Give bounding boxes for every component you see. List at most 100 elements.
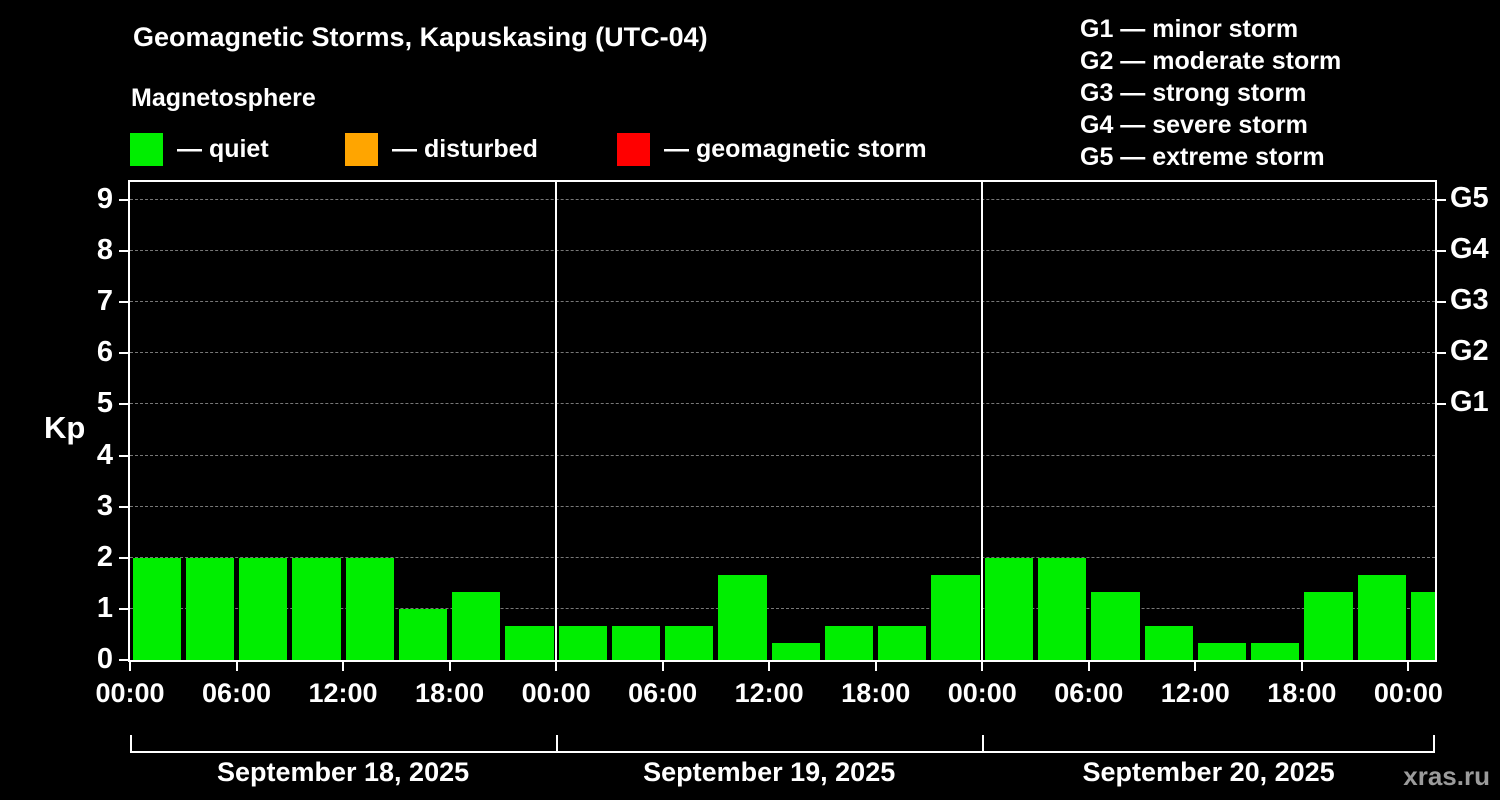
gridline-kp-1 [130, 607, 1435, 609]
date-bracket-tick-3 [982, 735, 985, 753]
g-tick-label: G1 [1450, 386, 1489, 419]
kp-bar [398, 608, 448, 660]
legend-item-quiet: — quiet [130, 132, 269, 166]
y-tick-label: 3 [96, 489, 113, 522]
disturbed-color-swatch-icon [345, 132, 378, 166]
kp-bar [1251, 643, 1300, 660]
kp-bar [292, 557, 341, 660]
kp-bar [611, 625, 661, 660]
y-axis-tick [119, 352, 128, 355]
day-separator-line-2 [981, 182, 984, 660]
x-axis-tick [1300, 662, 1303, 671]
y-tick-label: 4 [96, 438, 113, 471]
date-label-1: September 18, 2025 [216, 757, 470, 787]
day-separator-line-1 [555, 182, 558, 660]
gridline-kp-9 [130, 198, 1435, 200]
chart-title: Geomagnetic Storms, Kapuskasing (UTC-04) [133, 22, 708, 52]
x-axis-tick [129, 662, 131, 671]
gridline-kp-4 [130, 454, 1435, 456]
y-tick-label: 7 [96, 285, 113, 318]
date-bracket-line [130, 751, 1435, 753]
date-label-2: September 19, 2025 [643, 757, 896, 787]
g-scale-legend: G1 — minor storm G2 — moderate storm G3 — … [1080, 13, 1341, 173]
kp-bar [1410, 592, 1435, 660]
y-axis-tick [119, 607, 128, 610]
y-tick-label: 2 [96, 540, 113, 573]
x-axis-tick [1194, 662, 1197, 671]
gridline-kp-8 [130, 250, 1435, 252]
x-tick-label: 06:00 [1054, 678, 1124, 708]
kp-bar [931, 574, 980, 660]
kp-bar [1038, 557, 1087, 660]
g-scale-legend-line-5: G5 — extreme storm [1080, 143, 1325, 171]
x-axis-tick [768, 662, 771, 671]
y-tick-label: 0 [96, 643, 113, 675]
x-axis-tick [1087, 662, 1090, 671]
kp-bar [665, 625, 714, 660]
date-bracket-tick-1 [130, 735, 132, 753]
y-tick-label: 1 [96, 591, 113, 624]
x-axis-tick [981, 662, 984, 671]
x-tick-label: 12:00 [308, 678, 378, 708]
x-axis-tick [555, 662, 558, 671]
kp-bar [558, 625, 607, 660]
g-tick-label: G2 [1450, 335, 1489, 368]
x-tick-label: 12:00 [1160, 678, 1230, 708]
y-axis-tick [119, 250, 128, 253]
g-tick-label: G4 [1450, 233, 1489, 266]
g-scale-legend-line-4: G4 — severe storm [1080, 111, 1308, 139]
g-axis-tick [1437, 352, 1446, 355]
kp-bar [185, 557, 234, 660]
x-axis-tick [235, 662, 238, 671]
legend-label: — geomagnetic storm [664, 134, 927, 163]
legend-label: — disturbed [392, 134, 538, 163]
x-axis-tick [342, 662, 345, 671]
x-tick-label: 12:00 [734, 678, 804, 708]
kp-bar [1304, 592, 1353, 660]
x-tick-label: 06:00 [201, 678, 272, 708]
date-bracket-tick-2 [556, 735, 559, 753]
kp-bar [718, 574, 767, 660]
g-tick-label: G3 [1450, 284, 1489, 317]
g-scale-legend-line-2: G2 — moderate storm [1080, 47, 1342, 75]
plot-area [128, 180, 1437, 662]
y-axis-tick [119, 556, 128, 559]
kp-bar [345, 557, 394, 660]
x-tick-label: 18:00 [1267, 678, 1337, 708]
kp-bar [1197, 643, 1247, 660]
x-tick-label: 00:00 [947, 678, 1017, 708]
watermark-link[interactable]: xras.ru [1403, 761, 1490, 791]
gridline-kp-2 [130, 556, 1435, 558]
kp-bar [1091, 592, 1140, 660]
kp-bar [239, 557, 288, 660]
y-tick-label: 5 [96, 387, 113, 420]
y-axis-tick [119, 301, 128, 304]
g-tick-label: G5 [1450, 181, 1489, 214]
y-tick-label: 8 [96, 234, 113, 267]
x-axis-tick [448, 662, 451, 671]
y-axis-label: Kp [44, 410, 86, 445]
date-bracket-tick-4 [1433, 735, 1435, 753]
kp-bar [1144, 625, 1193, 660]
g-scale-legend-line-3: G3 — strong storm [1080, 79, 1307, 107]
g-axis-tick [1437, 250, 1446, 253]
kp-bar [505, 625, 554, 660]
g-axis-tick [1437, 301, 1446, 304]
kp-bar [771, 643, 820, 660]
y-axis-tick [119, 198, 128, 201]
y-axis-tick [119, 403, 128, 406]
legend-label: — quiet [177, 134, 269, 163]
x-tick-label: 00:00 [95, 678, 165, 708]
gridline-kp-5 [130, 403, 1435, 405]
kp-bar [1357, 574, 1406, 660]
kp-bar [132, 557, 181, 660]
g-axis-tick [1437, 198, 1446, 201]
y-axis-tick [119, 505, 128, 508]
y-axis-tick [119, 454, 128, 457]
g-axis-tick [1437, 403, 1446, 406]
x-tick-label: 18:00 [841, 678, 911, 708]
kp-bar [452, 592, 501, 660]
chart-subtitle: Magnetosphere [131, 84, 316, 112]
g-scale-legend-line-1: G1 — minor storm [1080, 15, 1299, 43]
